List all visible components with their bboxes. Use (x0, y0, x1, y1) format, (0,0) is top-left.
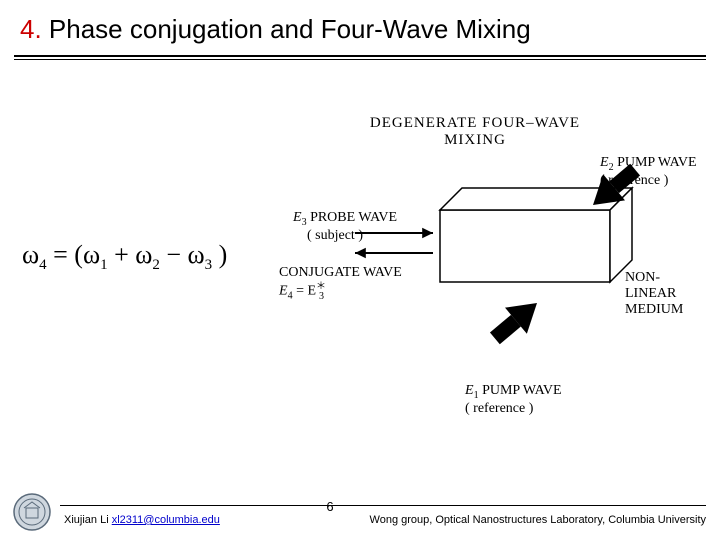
medium-l2: MEDIUM (625, 302, 683, 317)
footer-affiliation: Wong group, Optical Nanostructures Labor… (370, 514, 706, 526)
eq-t3-sub: 3 (205, 257, 213, 273)
medium-label: NON-LINEAR MEDIUM (625, 270, 705, 318)
conjugate-label: CONJUGATE WAVE E4 = E＊3 (279, 265, 402, 302)
slide-title: 4. Phase conjugation and Four-Wave Mixin… (20, 14, 700, 45)
probe-line1: PROBE WAVE (307, 210, 398, 225)
conj-E4: E (279, 284, 288, 299)
eq-plus: + ω (108, 240, 153, 269)
pump2-E: E (600, 155, 609, 170)
author-name: Xiujian Li (64, 514, 112, 526)
title-rule-1 (14, 55, 706, 57)
title-text: Phase conjugation and Four-Wave Mixing (49, 14, 531, 44)
probe-E: E (293, 210, 302, 225)
author-email-link[interactable]: xl2311@columbia.edu (112, 514, 220, 526)
university-seal-icon (12, 492, 52, 532)
diagram: DEGENERATE FOUR–WAVE MIXING E2 PUMP WAVE… (305, 115, 705, 460)
pump2-line1: PUMP WAVE (614, 155, 697, 170)
footer-rule (60, 505, 706, 506)
pump2-line2: ( reference ) (600, 173, 668, 188)
slide: 4. Phase conjugation and Four-Wave Mixin… (0, 0, 720, 540)
eq-lhs-omega: ω (22, 240, 39, 269)
pump1-label: E1 PUMP WAVE ( reference ) (465, 383, 562, 417)
title-rule-2 (14, 59, 706, 60)
conj-eq: = E (293, 284, 316, 299)
title-number: 4. (20, 14, 42, 44)
equation: ω4 = (ω1 + ω2 − ω3 ) (22, 240, 227, 274)
medium-l1: NON-LINEAR (625, 270, 676, 301)
eq-close: ) (212, 240, 227, 269)
pump2-label: E2 PUMP WAVE ( reference ) (600, 155, 697, 189)
eq-lhs-sub: 4 (39, 257, 47, 273)
pump1-line2: ( reference ) (465, 401, 533, 416)
probe-line2: ( subject ) (307, 228, 363, 243)
eq-t2-sub: 2 (152, 257, 160, 273)
eq-t1-sub: 1 (100, 257, 108, 273)
eq-minus: − ω (160, 240, 205, 269)
footer-author: Xiujian Li xl2311@columbia.edu (64, 514, 220, 526)
conj-E3-sub: 3 (319, 291, 324, 302)
pump1-E: E (465, 383, 474, 398)
pump1-line1: PUMP WAVE (479, 383, 562, 398)
probe-label: E3 PROBE WAVE ( subject ) (293, 210, 397, 244)
eq-open: = (ω (47, 240, 100, 269)
conj-line1: CONJUGATE WAVE (279, 265, 402, 280)
page-number: 6 (0, 499, 660, 514)
